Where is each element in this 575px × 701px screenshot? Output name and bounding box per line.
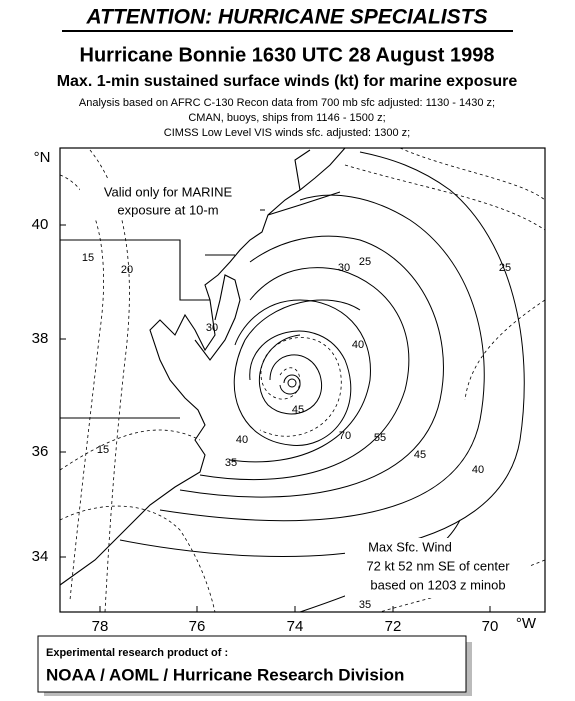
note: CMAN, buoys, ships from 1146 - 1500 z;	[188, 112, 385, 124]
contour-label: 45	[292, 404, 304, 416]
contour-label: 25	[499, 262, 511, 274]
max-wind-note: 72 kt 52 nm SE of center	[366, 558, 510, 573]
valid-note: Valid only for MARINE	[104, 184, 233, 199]
lon-unit: °W	[516, 615, 537, 632]
note-bg	[80, 180, 260, 220]
lon-label: 72	[385, 618, 402, 635]
valid-note: exposure at 10-m	[117, 202, 218, 217]
lat-label: 38	[32, 330, 49, 347]
note-bg	[345, 538, 530, 598]
contour-label: 40	[236, 434, 248, 446]
map	[59, 147, 546, 613]
contour-label: 35	[359, 599, 371, 611]
contour-label: 70	[339, 430, 351, 442]
footer-box	[37, 635, 467, 693]
lat-unit: °N	[34, 149, 51, 166]
lat-label: 34	[32, 548, 49, 565]
lat-label: 36	[32, 443, 49, 460]
contour-label: 15	[97, 444, 109, 456]
title: Hurricane Bonnie 1630 UTC 28 August 1998	[80, 44, 495, 66]
attention: ATTENTION: HURRICANE SPECIALISTS	[86, 6, 488, 29]
contour-label: 30	[206, 322, 218, 334]
lat-label: 40	[32, 216, 49, 233]
contour-label: 25	[359, 256, 371, 268]
footer-line: Experimental research product of :	[46, 647, 228, 659]
contour-label: 55	[374, 432, 386, 444]
max-wind-note: based on 1203 z minob	[370, 577, 505, 592]
contour-label: 35	[225, 457, 237, 469]
lon-label: 78	[92, 618, 109, 635]
contour-label: 15	[82, 252, 94, 264]
subtitle: Max. 1-min sustained surface winds (kt) …	[57, 73, 518, 90]
contour-label: 45	[414, 449, 426, 461]
note: Analysis based on AFRC C-130 Recon data …	[79, 97, 495, 109]
contour-label: 30	[338, 262, 350, 274]
contour-label: 40	[472, 464, 484, 476]
lon-label: 74	[287, 618, 304, 635]
contour-label: 40	[352, 339, 364, 351]
max-wind-note: Max Sfc. Wind	[368, 539, 452, 554]
note: CIMSS Low Level VIS winds sfc. adjusted:…	[164, 127, 410, 139]
footer-line: NOAA / AOML / Hurricane Research Divisio…	[46, 665, 404, 684]
lon-label: 70	[482, 618, 499, 635]
contour-label: 20	[121, 264, 133, 276]
lon-label: 76	[189, 618, 206, 635]
contour-labels: 15 20 25 25 30 30 35 35 40 40 40 45 45 5…	[82, 252, 511, 611]
